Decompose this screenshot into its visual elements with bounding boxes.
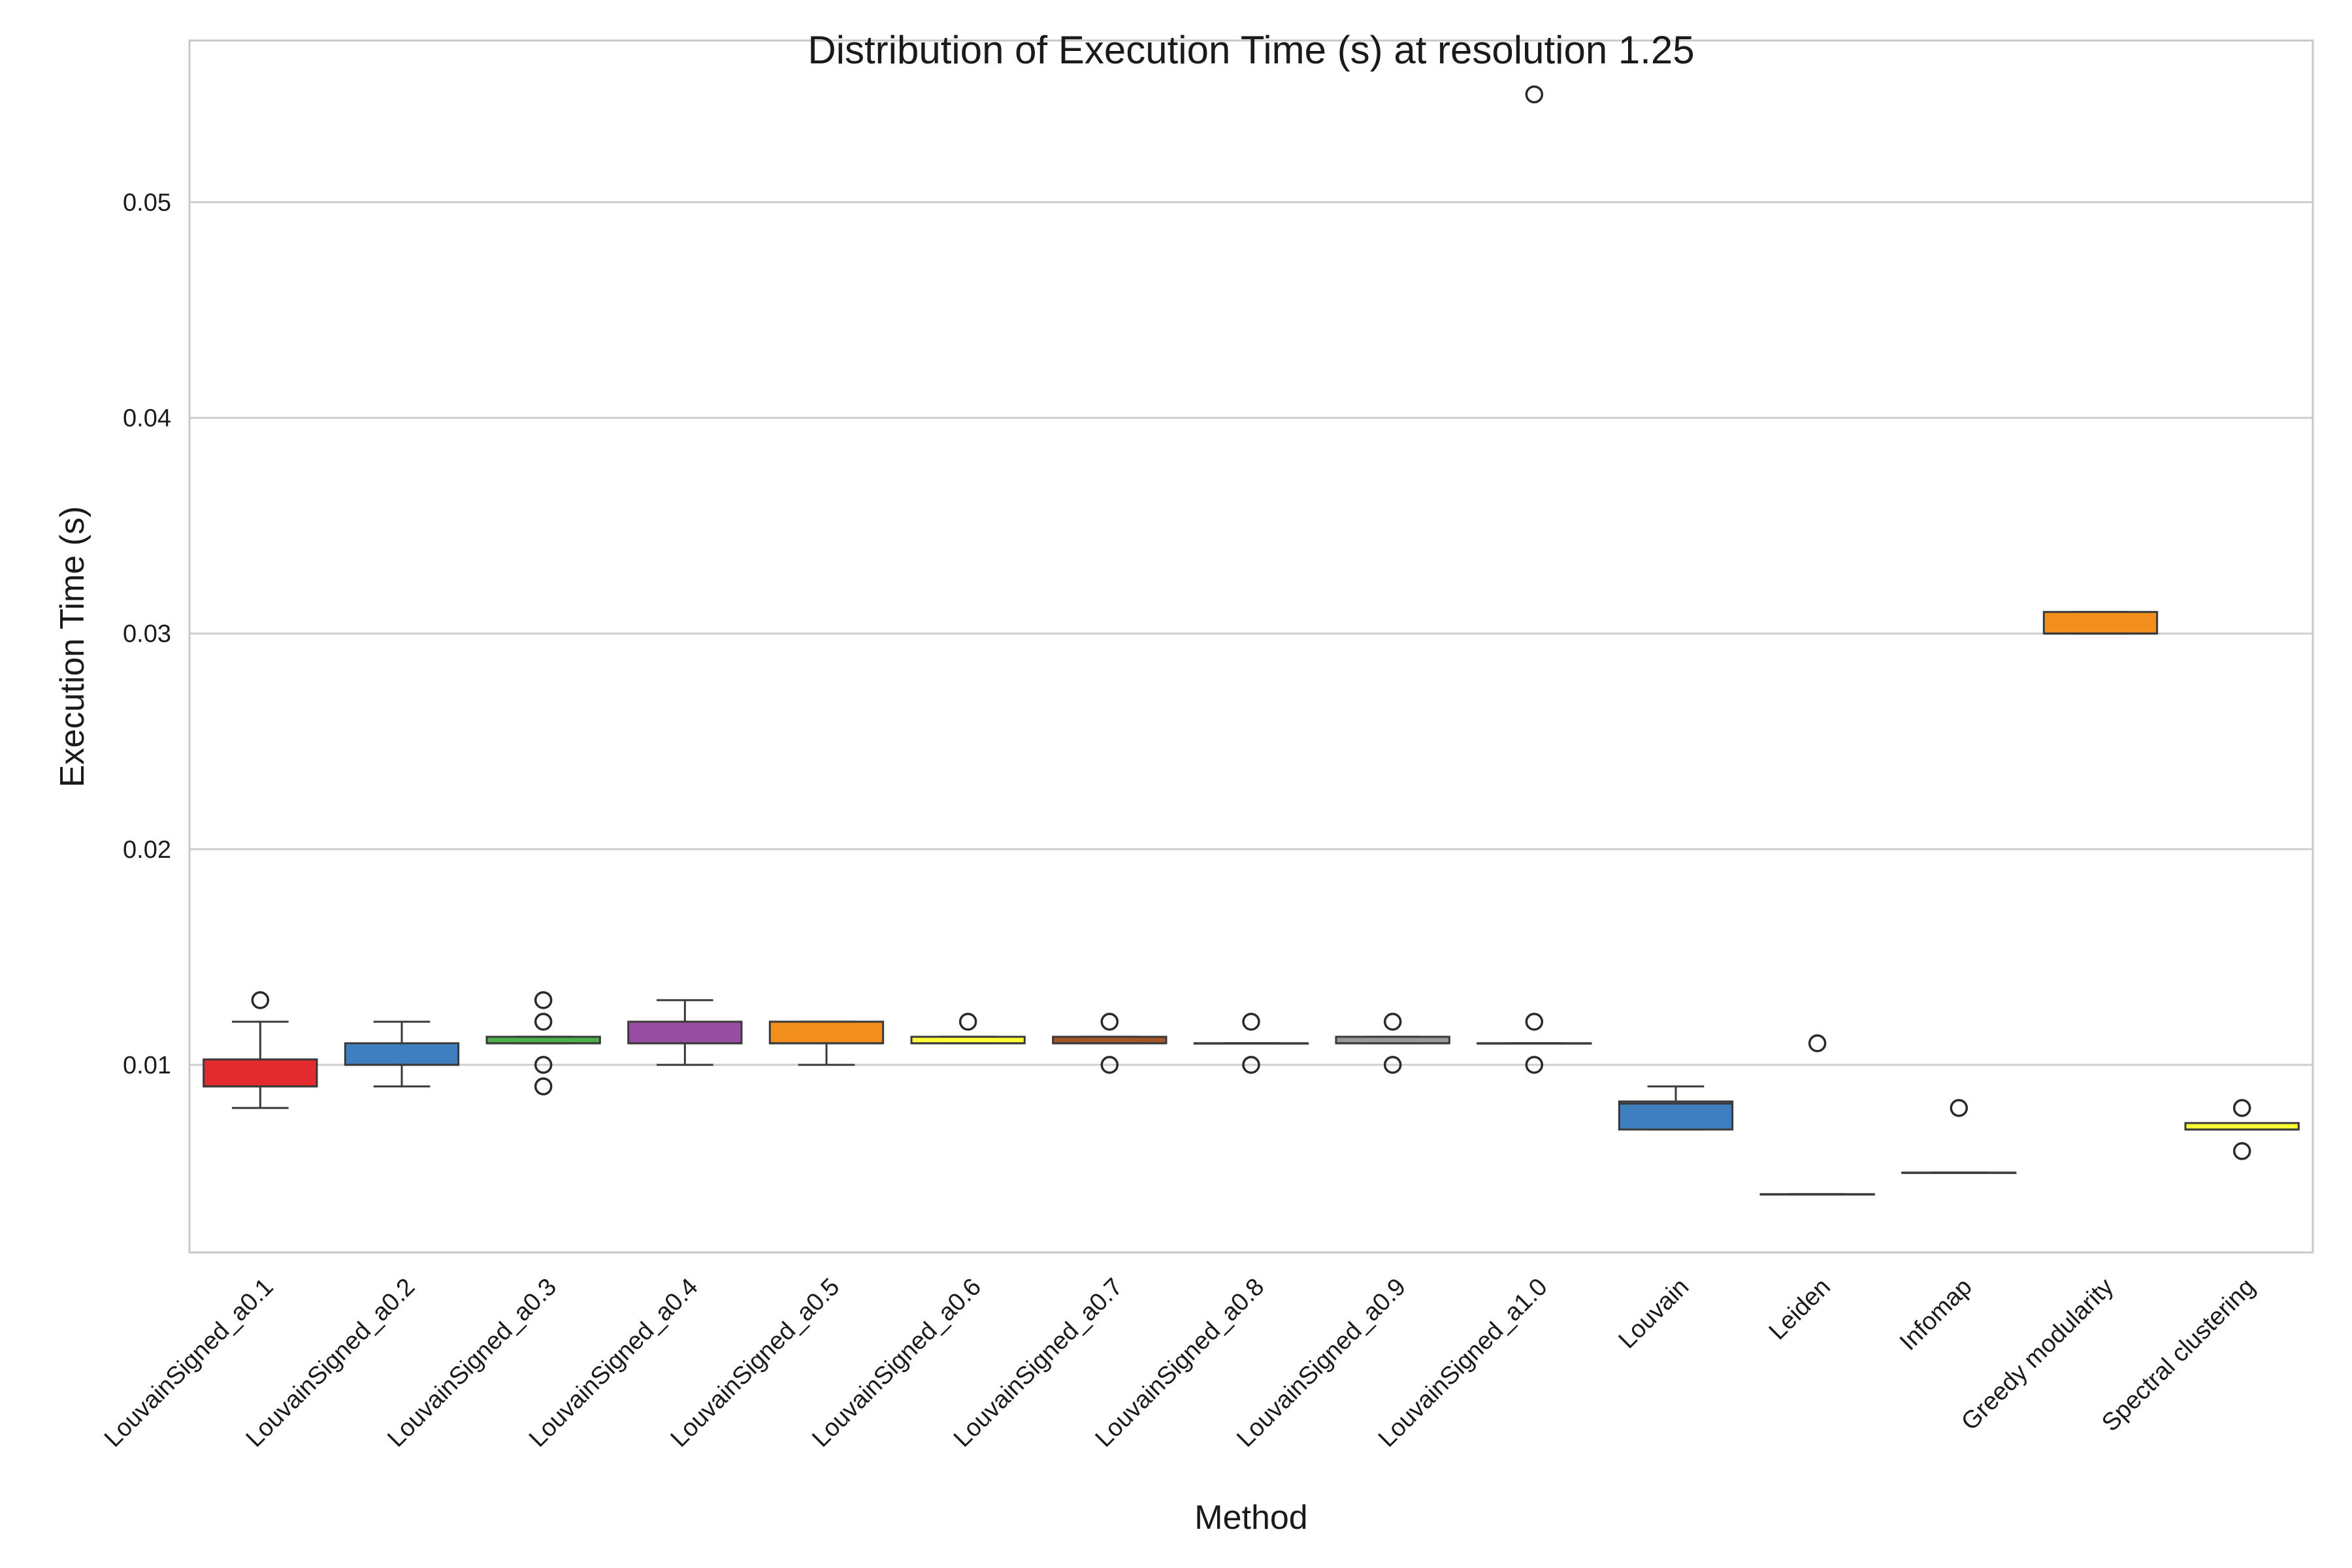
box-2	[344, 1021, 460, 1088]
y-tick-label: 0.02	[123, 836, 171, 864]
plot-area-frame	[188, 39, 2314, 1254]
outlier-point	[534, 1013, 553, 1031]
outlier-point	[1383, 1013, 1402, 1031]
outlier-point	[1383, 1056, 1402, 1074]
y-tick-label: 0.05	[123, 189, 171, 217]
y-tick-label: 0.04	[123, 405, 171, 433]
outlier-point	[1808, 1034, 1827, 1053]
iqr-box	[1618, 1100, 1734, 1131]
box-14	[2042, 611, 2159, 635]
x-tick-label: Leiden	[1764, 1273, 1836, 1345]
outlier-point	[534, 991, 553, 1009]
box-9	[1335, 1013, 1450, 1074]
box-4	[627, 999, 743, 1066]
box-15	[2184, 1099, 2300, 1160]
y-tick-labels: 0.01 0.02 0.03 0.04 0.05	[123, 189, 171, 1079]
gridlines	[189, 201, 2313, 1066]
y-tick-label: 0.03	[123, 621, 171, 648]
box-5	[768, 1021, 885, 1066]
box-11	[1618, 1085, 1734, 1131]
outlier-point	[534, 1056, 553, 1074]
y-tick-label: 0.01	[123, 1052, 171, 1079]
box-13	[1901, 1099, 2017, 1174]
x-tick-label: Infomap	[1895, 1273, 1978, 1356]
x-axis-label: Method	[1194, 1499, 1307, 1537]
iqr-box	[344, 1042, 460, 1066]
outlier-point	[1525, 85, 1544, 104]
outlier-point	[958, 1013, 977, 1031]
outlier-point	[2232, 1099, 2251, 1117]
boxes	[203, 85, 2300, 1196]
box-1	[203, 991, 318, 1109]
outlier-point	[1525, 1013, 1544, 1031]
outlier-point	[1100, 1013, 1119, 1031]
box-8	[1193, 1013, 1309, 1074]
box-6	[910, 1013, 1026, 1045]
iqr-box	[768, 1021, 885, 1045]
box-10	[1477, 85, 1592, 1074]
iqr-box	[627, 1021, 743, 1045]
box-3	[485, 991, 601, 1096]
outlier-point	[1242, 1013, 1260, 1031]
box-7	[1052, 1013, 1168, 1074]
outlier-point	[534, 1077, 553, 1096]
chart-title: Distribution of Execution Time (s) at re…	[808, 28, 1694, 72]
iqr-box	[2042, 611, 2159, 635]
outlier-point	[251, 991, 270, 1009]
outlier-point	[2232, 1142, 2251, 1160]
x-tick-labels: LouvainSigned_a0.1LouvainSigned_a0.2Louv…	[99, 1273, 2261, 1453]
x-tick-label: Spectral clustering	[2097, 1273, 2261, 1437]
x-tick-label: Greedy modularity	[1956, 1273, 2119, 1436]
outlier-point	[1950, 1099, 1968, 1117]
x-tick-label: Louvain	[1614, 1273, 1695, 1354]
box-12	[1759, 1034, 1875, 1196]
outlier-point	[1242, 1056, 1260, 1074]
y-axis-label: Execution Time (s)	[54, 506, 91, 788]
outlier-point	[1100, 1056, 1119, 1074]
iqr-box	[203, 1058, 318, 1088]
outlier-point	[1525, 1056, 1544, 1074]
